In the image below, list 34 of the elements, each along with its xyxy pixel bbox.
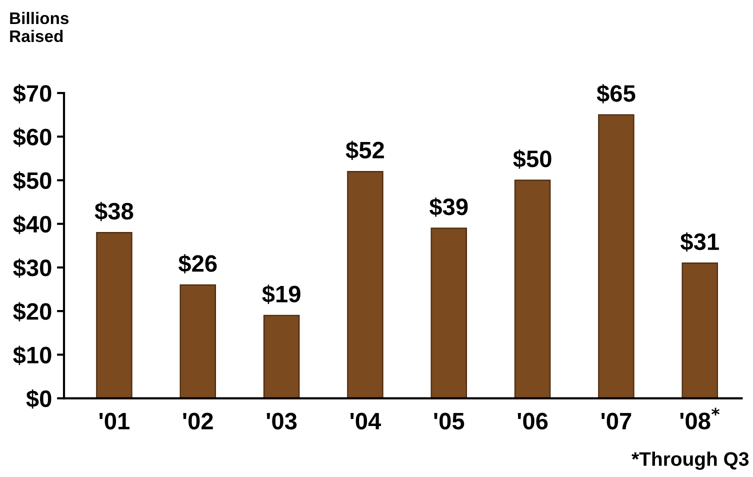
y-tick-label: $50 xyxy=(13,171,52,191)
y-tick-label: $10 xyxy=(13,346,52,365)
bar xyxy=(180,284,216,398)
x-tick-label: '07 xyxy=(602,412,632,430)
y-tick-label: $0 xyxy=(26,389,52,409)
y-tick-label: $30 xyxy=(13,258,52,278)
x-tick-label: '01 xyxy=(100,412,130,430)
x-tick-label: '08$^{*}$ xyxy=(680,408,720,430)
data-label: $52 xyxy=(346,140,384,160)
bar xyxy=(96,232,132,398)
bar xyxy=(682,262,718,398)
data-label: $39 xyxy=(429,197,468,217)
x-tick-label: '04 xyxy=(350,412,382,430)
data-label: $65 xyxy=(596,84,636,104)
x-tick-label: '05 xyxy=(434,412,464,430)
data-label: $19 xyxy=(262,284,300,304)
data-label: $26 xyxy=(178,254,217,274)
data-label: $38 xyxy=(94,202,134,222)
data-label: $31 xyxy=(680,232,719,252)
x-tick-label: '03 xyxy=(266,412,297,430)
data-label: $50 xyxy=(513,149,552,169)
x-tick-label: '02 xyxy=(183,412,213,430)
bar xyxy=(430,228,467,398)
bar xyxy=(347,170,384,398)
text: *Through Q3 xyxy=(632,452,749,470)
bar xyxy=(263,314,300,398)
bar xyxy=(514,180,551,398)
y-axis-title: Billions Raised xyxy=(10,12,69,42)
x-tick-label: '06 xyxy=(518,412,548,430)
y-tick-label: $20 xyxy=(13,302,52,322)
y-tick-label: $40 xyxy=(13,214,52,234)
bar xyxy=(598,114,634,398)
y-tick-label: $60 xyxy=(13,128,52,147)
y-tick-label: $70 xyxy=(13,84,52,104)
